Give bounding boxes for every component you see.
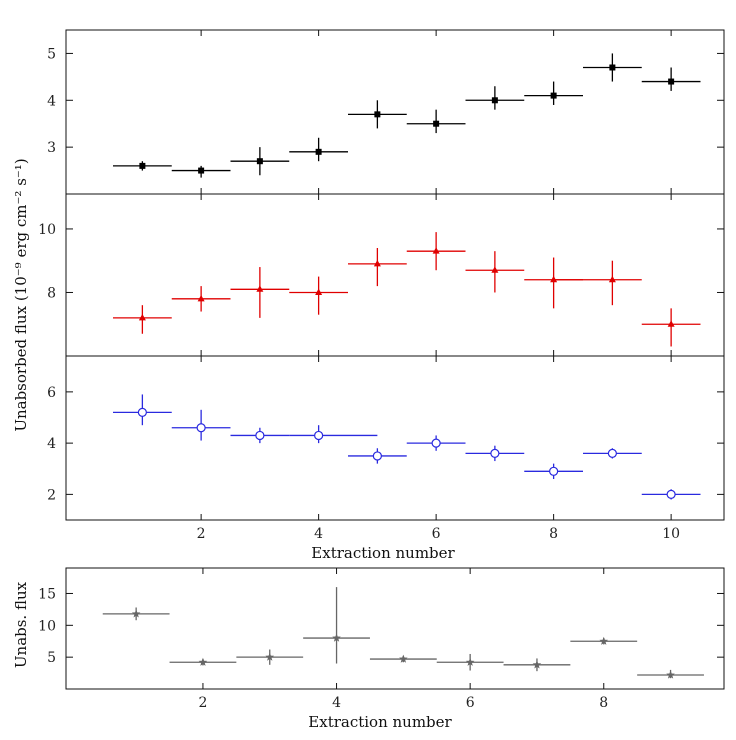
- top-data-point: [198, 167, 205, 174]
- middle-y-tick-label: 8: [47, 285, 56, 301]
- lower-data-point: [196, 423, 206, 433]
- top-y-tick-label: 5: [47, 46, 56, 62]
- middle-data-point: [197, 294, 205, 302]
- middle-data-point: [491, 266, 499, 273]
- panel-lower-frame: [65, 355, 725, 521]
- top-data-point: [139, 162, 146, 169]
- middle-data-point: [373, 259, 381, 267]
- middle-data-point: [432, 247, 440, 254]
- lower-data-point: [607, 448, 617, 458]
- top-data-point: [491, 97, 498, 104]
- bottom-x-tick-label: 6: [466, 695, 475, 711]
- bottom-x-axis-title: Extraction number: [308, 713, 452, 731]
- upper-x-axis-title: Extraction number: [311, 544, 455, 562]
- middle-y-tick-label: 10: [38, 222, 56, 238]
- bottom-data-point: [666, 670, 675, 679]
- lower-data-point: [431, 438, 441, 448]
- lower-y-tick-label: 6: [47, 385, 56, 401]
- bottom-data-point: [198, 657, 208, 666]
- top-data-point: [256, 158, 263, 165]
- middle-data-point: [550, 275, 558, 283]
- lower-data-point: [372, 451, 382, 461]
- middle-data-point: [256, 285, 264, 292]
- lower-data-point: [314, 430, 324, 441]
- shared-y-axis-title: Unabsorbed flux (10⁻⁹ erg cm⁻² s⁻¹): [12, 158, 30, 431]
- bottom-data-point: [265, 652, 275, 661]
- top-data-point: [668, 78, 675, 85]
- bottom-data-point: [131, 609, 141, 618]
- middle-data-point: [138, 313, 146, 321]
- bottom-data-point: [532, 660, 542, 669]
- bottom-data-point: [399, 654, 408, 663]
- bottom-data-point: [465, 657, 475, 666]
- top-y-tick-label: 4: [47, 93, 56, 109]
- bottom-y-tick-label: 5: [47, 650, 56, 666]
- lower-data-point: [255, 430, 265, 441]
- lower-x-tick-label: 4: [314, 526, 323, 542]
- chart-marks: 3 4 5 8 10 2 4 6 8 10 2 4 6 2 4 6 8 5 10 15: [38, 30, 724, 711]
- bottom-x-tick-label: 2: [198, 695, 207, 711]
- bottom-data-point: [599, 636, 609, 645]
- lower-y-tick-label: 2: [47, 487, 56, 503]
- top-data-point: [550, 92, 557, 99]
- bottom-y-tick-label: 10: [38, 618, 56, 634]
- middle-data-point: [315, 288, 323, 295]
- top-data-point: [315, 148, 322, 155]
- lower-x-tick-label: 6: [432, 526, 441, 542]
- middle-data-point: [667, 320, 675, 327]
- lower-data-point: [666, 489, 676, 499]
- panel-bottom-frame: [65, 567, 725, 690]
- lower-x-tick-label: 2: [197, 526, 206, 542]
- panel-middle-frame: [65, 193, 725, 357]
- lower-y-tick-label: 4: [47, 436, 56, 452]
- lower-data-point: [490, 448, 500, 458]
- bottom-y-axis-title: Unabs. flux: [12, 581, 30, 668]
- bottom-data-point: [332, 633, 341, 642]
- bottom-y-tick-label: 15: [38, 586, 56, 602]
- panel-top-frame: [65, 29, 725, 195]
- top-data-point: [433, 120, 440, 127]
- bottom-x-tick-label: 8: [599, 695, 608, 711]
- middle-data-point: [608, 275, 616, 283]
- bottom-x-tick-label: 4: [332, 695, 341, 711]
- lower-x-tick-label: 10: [662, 526, 680, 542]
- top-data-point: [609, 64, 616, 71]
- lower-x-tick-label: 8: [549, 526, 558, 542]
- lower-data-point: [137, 407, 147, 417]
- top-y-tick-label: 3: [47, 140, 56, 156]
- lower-data-point: [549, 466, 559, 476]
- top-data-point: [374, 111, 381, 118]
